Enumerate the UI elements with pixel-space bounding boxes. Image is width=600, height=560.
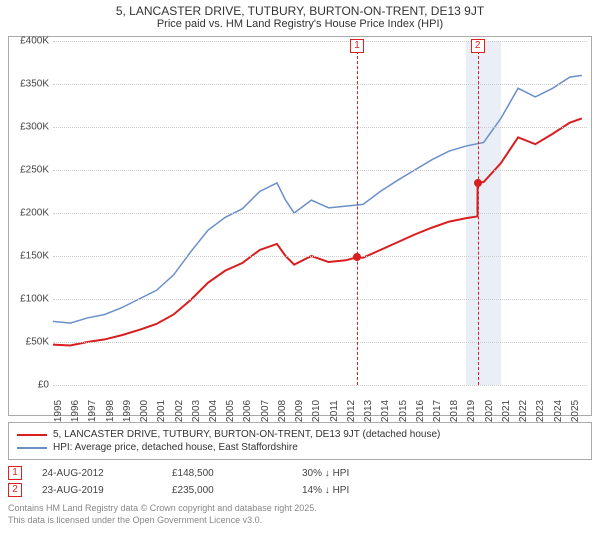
x-tick-label: 2005 (225, 400, 227, 422)
x-tick-label: 1995 (53, 400, 55, 422)
series-price_paid (53, 118, 582, 345)
x-tick-label: 2010 (311, 400, 313, 422)
y-tick-label: £400K (20, 36, 49, 47)
sale-delta: 30% ↓ HPI (302, 468, 412, 479)
legend: 5, LANCASTER DRIVE, TUTBURY, BURTON-ON-T… (8, 422, 592, 460)
legend-swatch (17, 434, 47, 436)
x-tick-label: 2019 (466, 400, 468, 422)
plot-region: 12 (53, 41, 587, 385)
x-tick-label: 2016 (415, 400, 417, 422)
x-tick-label: 2020 (484, 400, 486, 422)
chart-title: 5, LANCASTER DRIVE, TUTBURY, BURTON-ON-T… (8, 4, 592, 18)
sale-price: £148,500 (172, 468, 282, 479)
x-tick-label: 2003 (191, 400, 193, 422)
x-tick-label: 1996 (70, 400, 72, 422)
y-tick-label: £150K (20, 251, 49, 262)
x-tick-label: 2006 (242, 400, 244, 422)
x-tick-label: 2025 (570, 400, 572, 422)
x-tick-label: 2021 (501, 400, 503, 422)
sale-index-box: 2 (8, 483, 22, 497)
x-tick-label: 2017 (432, 400, 434, 422)
y-tick-label: £250K (20, 165, 49, 176)
x-tick-label: 2023 (535, 400, 537, 422)
y-tick-label: £200K (20, 208, 49, 219)
y-tick-label: £350K (20, 79, 49, 90)
sale-callout: 1 (350, 39, 364, 53)
footnote-line-1: Contains HM Land Registry data © Crown c… (8, 503, 592, 515)
x-tick-label: 2022 (518, 400, 520, 422)
chart-subtitle: Price paid vs. HM Land Registry's House … (8, 18, 592, 30)
x-tick-label: 2011 (329, 400, 331, 422)
x-tick-label: 2012 (346, 400, 348, 422)
x-tick-label: 1997 (87, 400, 89, 422)
legend-label: 5, LANCASTER DRIVE, TUTBURY, BURTON-ON-T… (53, 429, 440, 440)
x-tick-label: 1999 (122, 400, 124, 422)
chart-area: £0 £50K £100K £150K £200K £250K £300K £350K £400… (8, 36, 592, 416)
sale-date: 24-AUG-2012 (42, 468, 152, 479)
legend-swatch (17, 447, 47, 449)
x-tick-label: 2002 (174, 400, 176, 422)
x-tick-label: 2004 (208, 400, 210, 422)
x-tick-label: 2001 (156, 400, 158, 422)
legend-item: HPI: Average price, detached house, East… (17, 442, 583, 453)
sales-table: 1 24-AUG-2012 £148,500 30% ↓ HPI 2 23-AUG-201… (8, 466, 592, 497)
y-tick-label: £100K (20, 294, 49, 305)
x-axis: 1995199619971998199920002001200220032004… (53, 385, 587, 415)
x-tick-label: 2014 (380, 400, 382, 422)
x-tick-label: 2024 (553, 400, 555, 422)
x-tick-label: 2008 (277, 400, 279, 422)
sale-delta: 14% ↓ HPI (302, 485, 412, 496)
x-tick-label: 1998 (105, 400, 107, 422)
y-tick-label: £300K (20, 122, 49, 133)
x-tick-label: 2007 (260, 400, 262, 422)
sale-marker-line (478, 41, 479, 385)
x-tick-label: 2013 (363, 400, 365, 422)
x-tick-label: 2018 (449, 400, 451, 422)
y-tick-label: £50K (26, 337, 49, 348)
series-hpi (53, 75, 582, 323)
x-tick-label: 2015 (398, 400, 400, 422)
x-tick-label: 2009 (294, 400, 296, 422)
sale-price: £235,000 (172, 485, 282, 496)
sale-row: 1 24-AUG-2012 £148,500 30% ↓ HPI (8, 466, 592, 480)
y-axis: £0£50K£100K£150K£200K£250K£300K£350K£400… (9, 41, 53, 385)
legend-item: 5, LANCASTER DRIVE, TUTBURY, BURTON-ON-T… (17, 429, 583, 440)
footnote: Contains HM Land Registry data © Crown c… (8, 503, 592, 526)
sale-marker-line (357, 41, 358, 385)
sale-marker-dot (353, 253, 361, 261)
sale-date: 23-AUG-2019 (42, 485, 152, 496)
x-tick-label: 2000 (139, 400, 141, 422)
sale-index-box: 1 (8, 466, 22, 480)
sale-callout: 2 (471, 39, 485, 53)
footnote-line-2: This data is licensed under the Open Gov… (8, 515, 592, 527)
sale-row: 2 23-AUG-2019 £235,000 14% ↓ HPI (8, 483, 592, 497)
y-tick-label: £0 (38, 380, 49, 391)
sale-marker-dot (474, 179, 482, 187)
legend-label: HPI: Average price, detached house, East… (53, 442, 298, 453)
